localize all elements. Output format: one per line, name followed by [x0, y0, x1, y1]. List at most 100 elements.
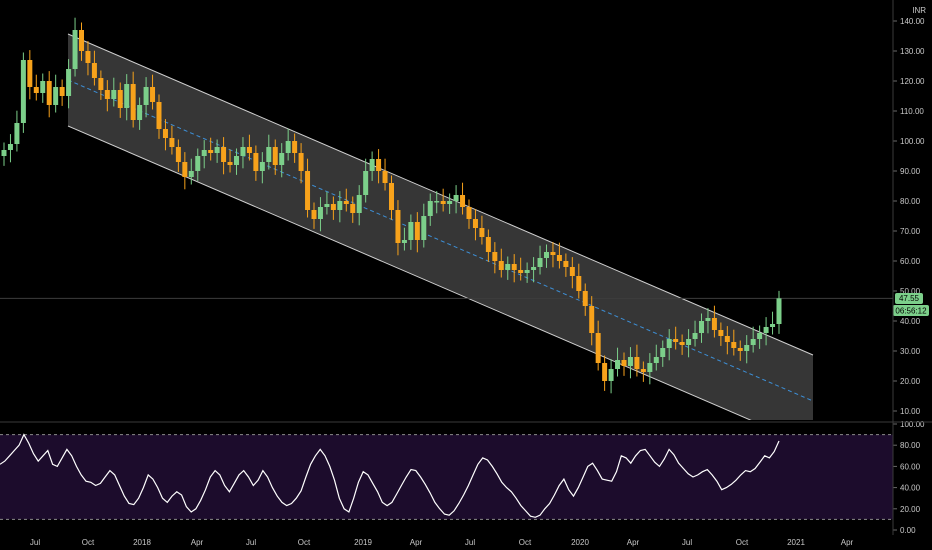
price-pane[interactable]: [0, 17, 893, 447]
candle-body: [208, 150, 214, 153]
candle: [14, 110, 20, 152]
candle: [660, 340, 666, 367]
price-tick-label: 90.00: [900, 167, 921, 176]
candle-body: [363, 171, 369, 195]
candle-body: [7, 144, 13, 150]
candle: [776, 290, 782, 334]
candle: [317, 197, 323, 232]
candle: [615, 347, 621, 377]
candle: [511, 254, 517, 283]
candle: [124, 74, 130, 121]
candle-body: [498, 261, 504, 270]
candle-body: [485, 237, 491, 252]
price-tick-label: 100.00: [900, 137, 925, 146]
channel-lower-line: [67, 125, 752, 420]
candle: [653, 344, 659, 371]
candle-body: [201, 150, 207, 156]
time-tick-label: Oct: [519, 538, 532, 547]
candle: [350, 196, 356, 223]
candle-body: [699, 321, 704, 333]
candle: [162, 119, 168, 151]
candle: [408, 214, 414, 250]
candle-body: [737, 348, 743, 351]
candle: [382, 158, 388, 191]
candle: [589, 296, 595, 346]
candle: [66, 59, 72, 109]
candle-body: [660, 348, 666, 357]
candle-body: [414, 222, 420, 240]
rsi-axis[interactable]: 0.00 20.00 40.00 60.00 80.00 100.00: [893, 420, 925, 535]
candle-body: [285, 141, 291, 153]
candle: [137, 97, 143, 130]
candle: [188, 158, 194, 185]
candle-body: [427, 201, 433, 216]
time-tick-label: Jul: [465, 538, 475, 547]
candle-body: [98, 78, 104, 90]
candle: [279, 143, 285, 178]
candle-body: [673, 339, 679, 342]
candle-body: [188, 171, 194, 177]
candle-body: [195, 156, 201, 171]
candle: [227, 149, 233, 173]
price-tick-label: 50.00: [900, 287, 921, 296]
candle: [72, 17, 78, 77]
candle: [156, 94, 162, 139]
time-tick-label: 2018: [133, 538, 151, 547]
candle-body: [731, 342, 737, 348]
candle-body: [91, 63, 97, 78]
candle-body: [434, 201, 440, 203]
candle: [505, 256, 511, 280]
candle: [569, 257, 575, 289]
candle-body: [227, 162, 233, 165]
candle-body: [460, 195, 466, 207]
candle: [427, 193, 433, 226]
candle-body: [544, 252, 549, 258]
candle: [627, 347, 633, 379]
candle: [182, 152, 188, 190]
candle: [518, 257, 524, 281]
price-tick-label: 80.00: [900, 197, 921, 206]
time-tick-label: Apr: [191, 538, 204, 547]
candle-body: [421, 216, 427, 240]
candle-body: [595, 333, 601, 363]
candle-body: [556, 255, 562, 261]
price-tick-label: 140.00: [900, 17, 925, 26]
rsi-tick-label: 0.00: [900, 526, 916, 535]
candle-body: [150, 87, 156, 102]
candle: [143, 77, 149, 118]
candle: [602, 355, 608, 391]
candle-body: [40, 81, 46, 93]
candle-body: [679, 342, 685, 345]
time-axis[interactable]: Jul Oct 2018 Apr Jul Oct 2019 Apr Jul Oct 2020 Apr J…: [30, 538, 854, 547]
time-tick-label: Jul: [246, 538, 256, 547]
candle: [195, 148, 201, 181]
price-axis[interactable]: INR 10.00 20.00 30.00 40.00 50.00 60.00 70.00 8…: [893, 6, 926, 416]
candle-body: [718, 330, 724, 336]
candle-body: [711, 318, 717, 330]
candle-body: [770, 324, 776, 327]
candle-body: [246, 147, 252, 153]
candle-body: [111, 90, 117, 99]
candle-body: [259, 162, 265, 171]
candle: [111, 77, 117, 107]
candle-body: [104, 90, 110, 99]
candle: [744, 335, 750, 364]
candle-body: [117, 90, 123, 108]
candle-body: [234, 156, 239, 165]
last-price-tag: 47.55 06:56:12: [893, 293, 929, 316]
candle: [27, 50, 33, 100]
candle: [770, 311, 776, 335]
candle-body: [750, 339, 756, 345]
rsi-tick-label: 40.00: [900, 484, 921, 493]
time-tick-label: 2019: [354, 538, 372, 547]
candle-body: [569, 267, 575, 276]
candle-body: [666, 339, 672, 348]
candle-body: [776, 298, 782, 324]
candle: [531, 257, 537, 283]
candle: [59, 79, 65, 106]
rsi-pane[interactable]: [0, 433, 893, 520]
candle: [356, 185, 362, 226]
candle: [447, 193, 453, 214]
candle: [104, 80, 110, 112]
